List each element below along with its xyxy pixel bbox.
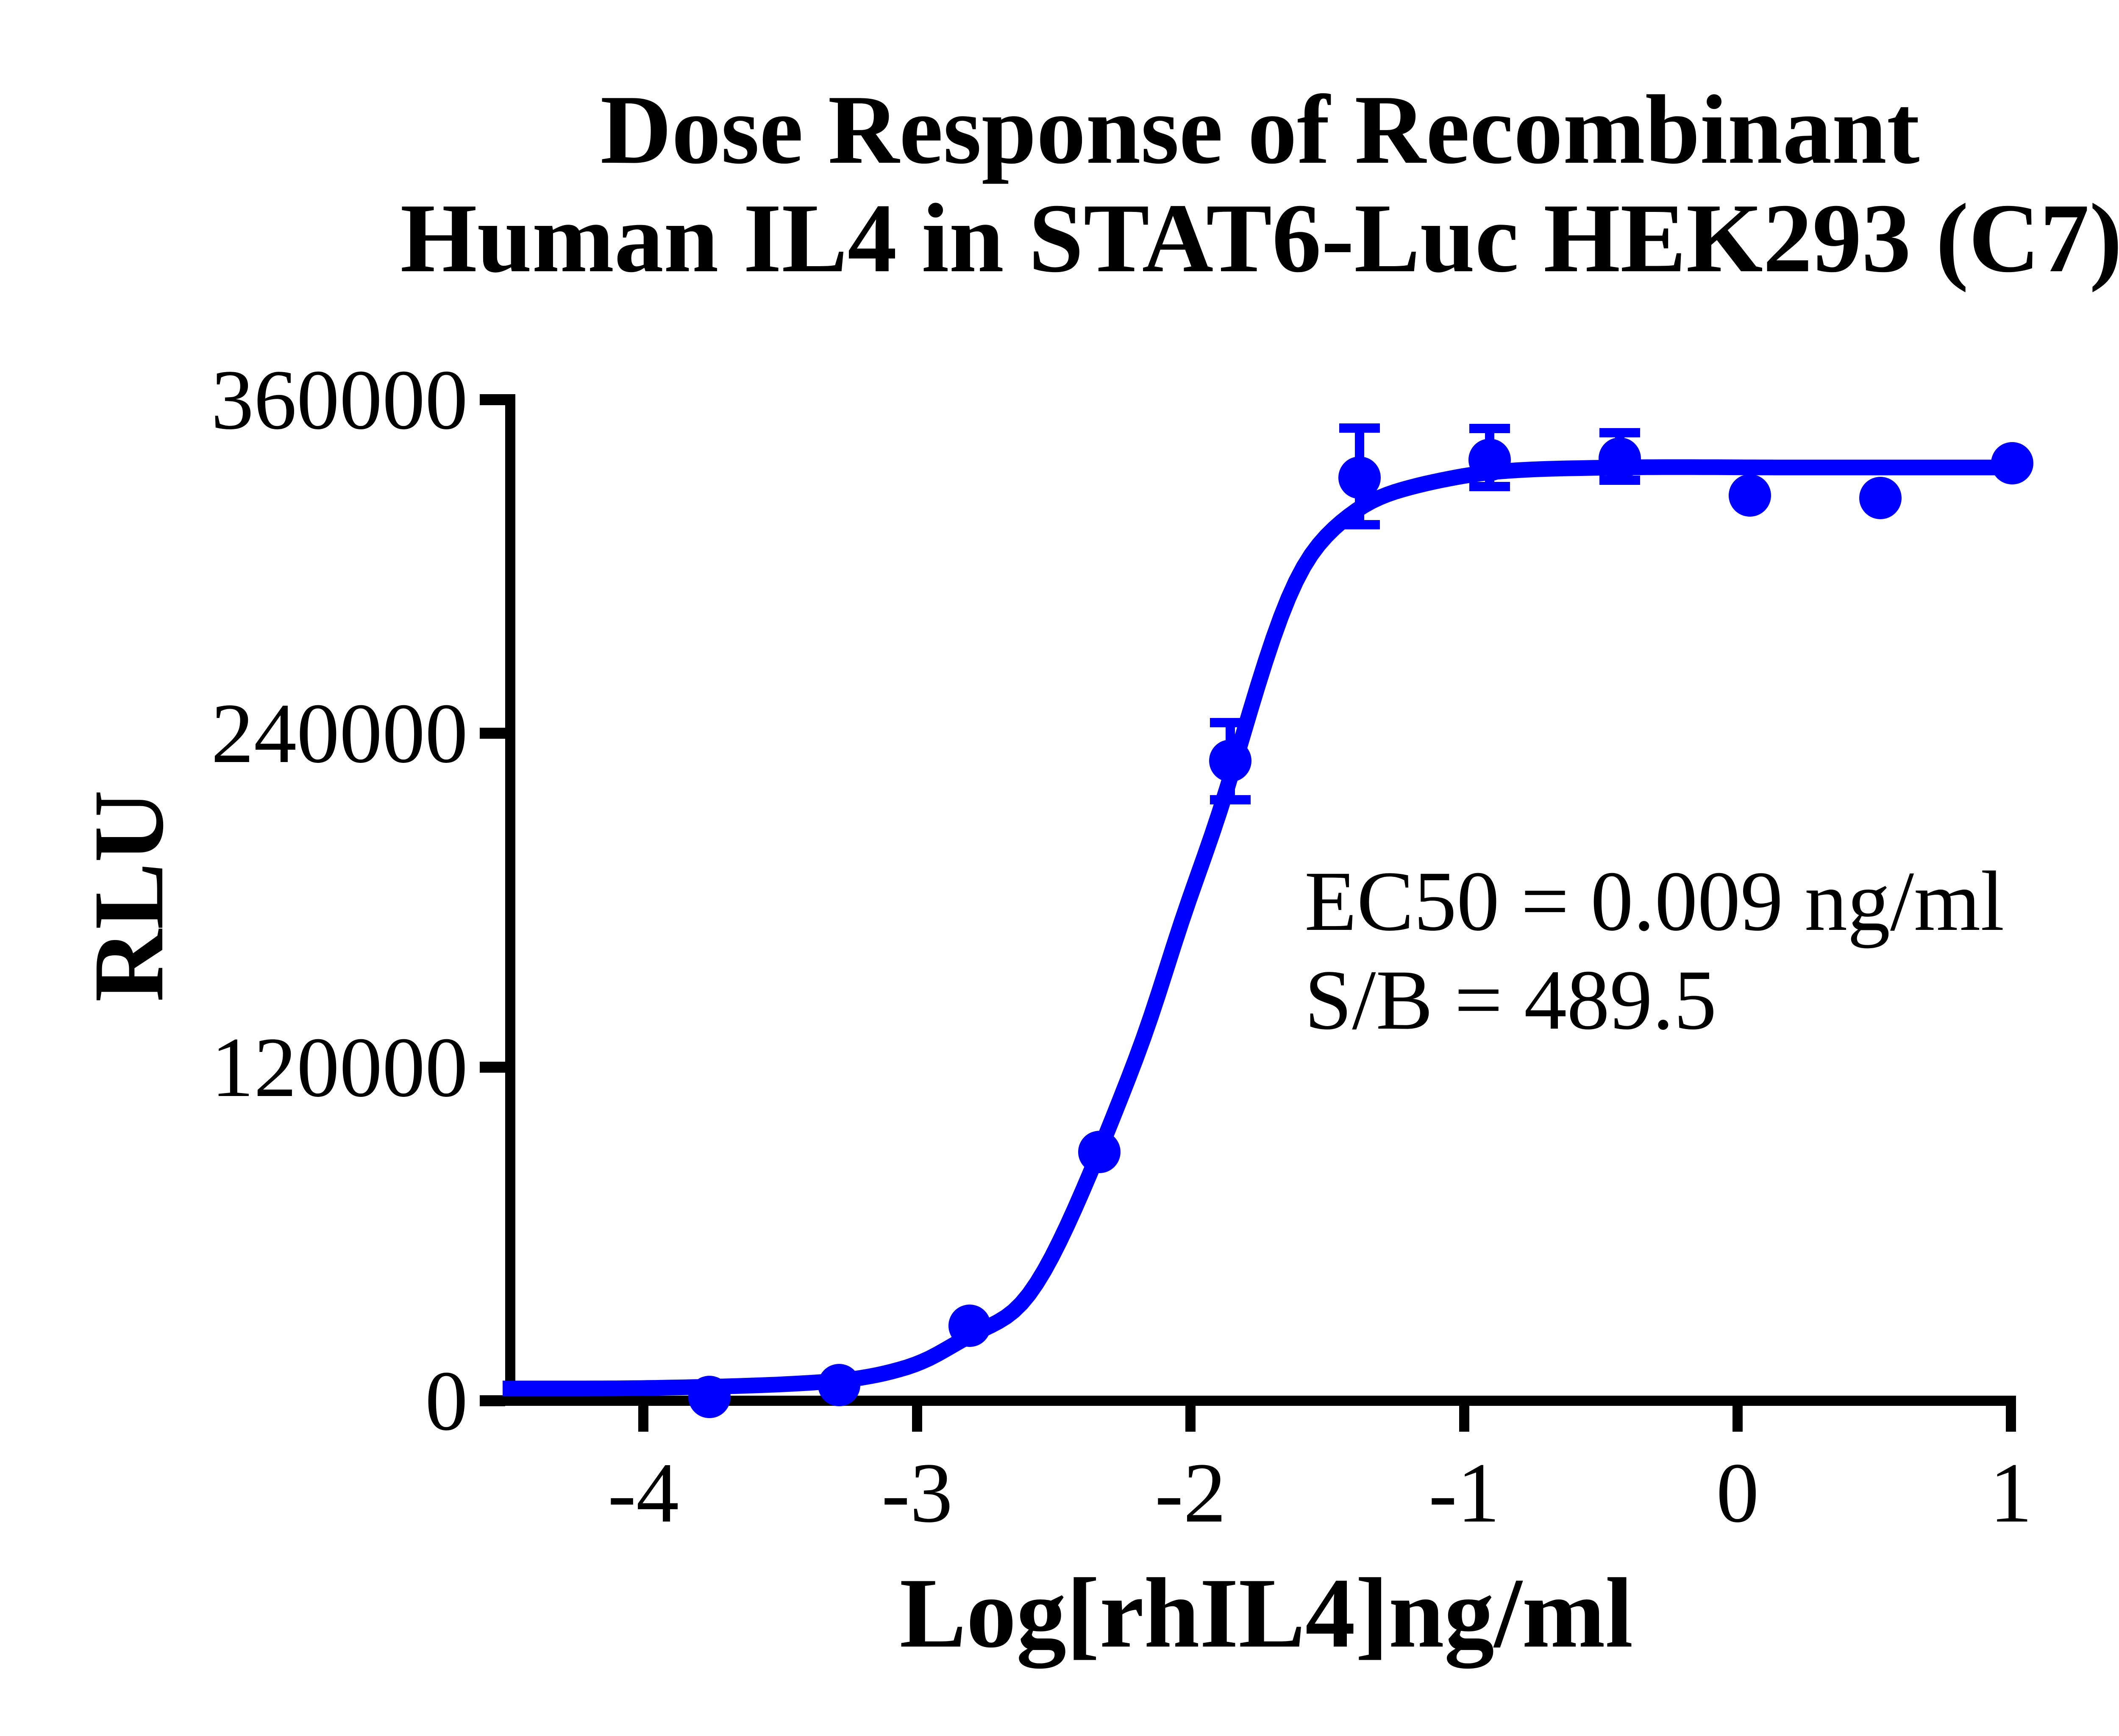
svg-text:0: 0 [425, 1353, 468, 1448]
svg-text:Human IL4 in STAT6-Luc HEK293: Human IL4 in STAT6-Luc HEK293 (C7) [400, 184, 2119, 293]
svg-text:-1: -1 [1429, 1445, 1500, 1540]
svg-text:360000: 360000 [211, 352, 468, 447]
svg-text:240000: 240000 [211, 686, 468, 781]
svg-text:1: 1 [1990, 1445, 2033, 1540]
svg-text:-4: -4 [608, 1445, 679, 1540]
svg-text:RLU: RLU [73, 790, 184, 1002]
svg-text:Dose Response of Recombinant: Dose Response of Recombinant [600, 75, 1919, 184]
svg-text:S/B = 489.5: S/B = 489.5 [1304, 952, 1717, 1047]
svg-text:Log[rhIL4]ng/ml: Log[rhIL4]ng/ml [900, 1558, 1633, 1669]
svg-text:-3: -3 [882, 1445, 953, 1540]
svg-text:120000: 120000 [211, 1020, 468, 1115]
svg-text:0: 0 [1716, 1445, 1759, 1540]
svg-text:EC50 = 0.009 ng/ml: EC50 = 0.009 ng/ml [1304, 854, 2004, 949]
svg-text:-2: -2 [1155, 1445, 1226, 1540]
